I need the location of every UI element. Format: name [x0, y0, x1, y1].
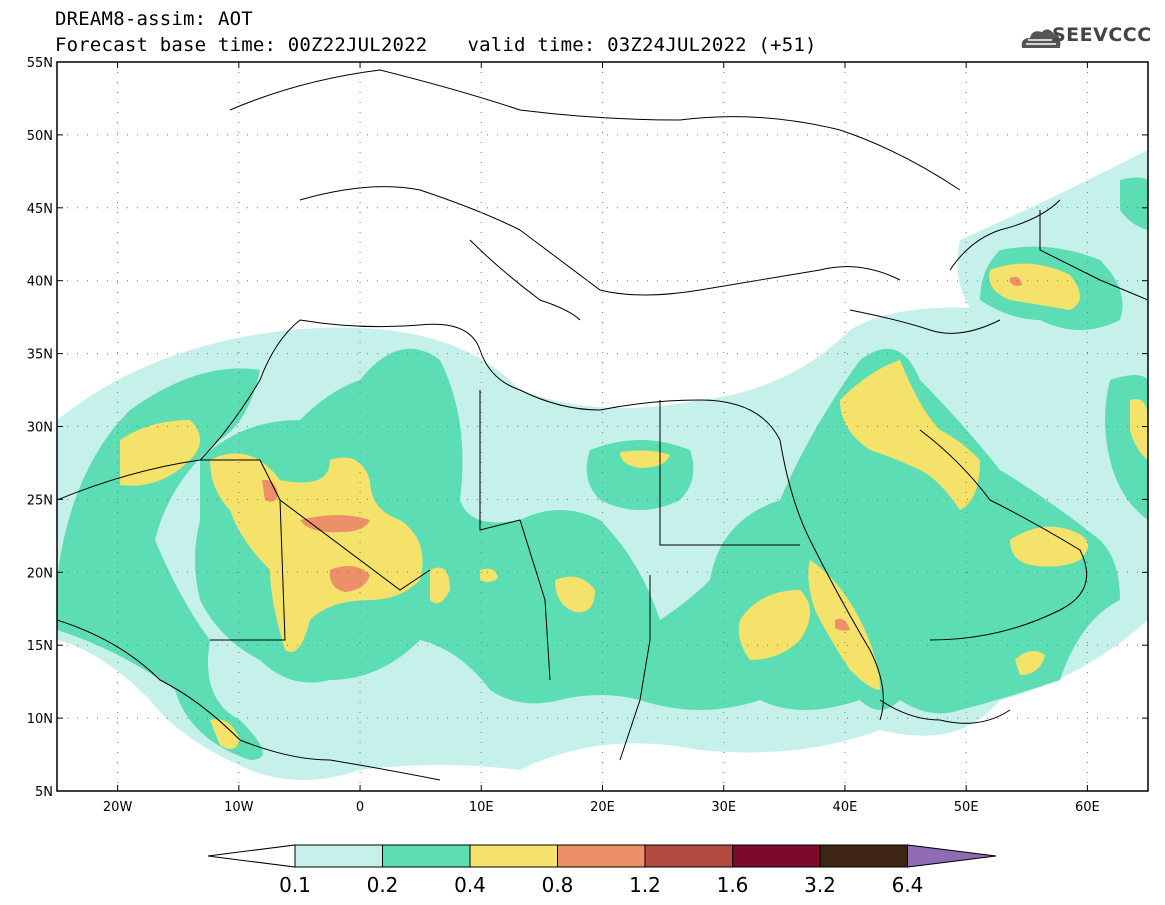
- lat-label: 10N: [27, 712, 53, 727]
- lat-label: 45N: [27, 202, 53, 217]
- lat-label: 40N: [27, 275, 53, 290]
- colorbar-label: 1.6: [717, 873, 749, 897]
- lon-label: 10W: [224, 800, 254, 815]
- longitude-labels: 20W 10W 0 10E 20E 30E 40E 50E 60E: [103, 800, 1100, 815]
- lon-label: 60E: [1075, 800, 1100, 815]
- lon-label: 40E: [833, 800, 858, 815]
- base-time: Forecast base time: 00Z22JUL2022: [55, 34, 428, 56]
- colorbar-segment: [732, 844, 821, 868]
- valid-time: valid time: 03Z24JUL2022 (+51): [467, 34, 817, 56]
- aot-level-0.4: [120, 263, 1148, 749]
- colorbar-label: 6.4: [892, 873, 924, 897]
- colorbar-segment: [819, 844, 908, 868]
- lon-label: 0: [356, 800, 364, 815]
- lat-label: 5N: [35, 785, 53, 800]
- latitude-labels: 5N 10N 15N 20N 25N 30N 35N 40N 45N 50N 55N: [27, 56, 53, 800]
- country-borders: [57, 69, 1148, 781]
- axis-ticks: [57, 61, 1148, 792]
- colorbar-over-arrow: [907, 844, 997, 868]
- map-title: DREAM8-assim: AOT: [55, 8, 253, 30]
- lat-label: 50N: [27, 129, 53, 144]
- colorbar-label: 0.2: [367, 873, 399, 897]
- lon-label: 10E: [469, 800, 494, 815]
- lon-label: 50E: [954, 800, 979, 815]
- colorbar-segment: [294, 844, 383, 868]
- colorbar: [207, 844, 997, 868]
- colorbar-label: 0.1: [279, 873, 311, 897]
- colorbar-segment: [557, 844, 646, 868]
- lat-label: 55N: [27, 56, 53, 71]
- colorbar-segment: [644, 844, 733, 868]
- logo-text: SEEVCCC: [1052, 24, 1152, 46]
- lat-label: 15N: [27, 639, 53, 654]
- colorbar-under-arrow: [207, 844, 296, 868]
- lat-label: 35N: [27, 348, 53, 363]
- colorbar-segment: [469, 844, 558, 868]
- colorbar-label: 0.4: [454, 873, 486, 897]
- aot-field: [57, 62, 1148, 791]
- lon-label: 20E: [590, 800, 615, 815]
- colorbar-label: 0.8: [542, 873, 574, 897]
- colorbar-label: 1.2: [629, 873, 661, 897]
- lat-label: 20N: [27, 566, 53, 581]
- lon-label: 30E: [711, 800, 736, 815]
- colorbar-segment: [382, 844, 471, 868]
- lon-label: 20W: [103, 800, 133, 815]
- time-info: Forecast base time: 00Z22JUL2022 valid ti…: [55, 34, 817, 56]
- colorbar-labels: 0.1 0.2 0.4 0.8 1.2 1.6 3.2 6.4: [279, 873, 923, 897]
- colorbar-label: 3.2: [804, 873, 836, 897]
- lat-label: 25N: [27, 493, 53, 508]
- cloud-logo-icon: [1021, 29, 1061, 48]
- lat-label: 30N: [27, 421, 53, 436]
